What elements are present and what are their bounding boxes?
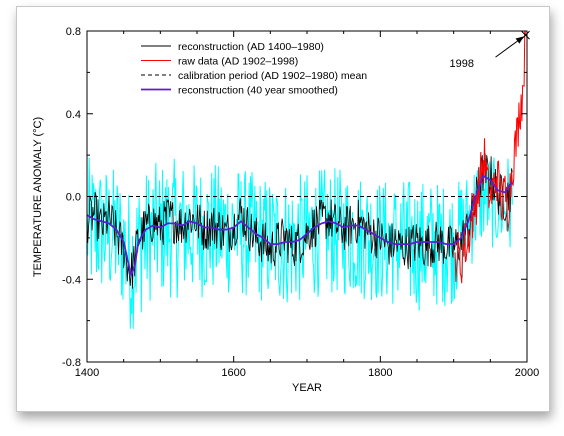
raw-data-layer	[454, 31, 526, 284]
reconstruction-layer	[87, 153, 513, 289]
uncertainty-band-layer	[87, 157, 513, 329]
axis-ticks: 1400 1600 1800 2000 -0.8 -0.4 0.0 0.4 0.8	[62, 26, 539, 379]
chart-window: 1400 1600 1800 2000 -0.8 -0.4 0.0 0.4 0.8 YEAR T…	[16, 6, 550, 412]
annotation-cross-mark	[521, 30, 530, 40]
y-axis-label: TEMPERATURE ANOMALY (°C)	[32, 117, 44, 277]
raw-data-series	[454, 31, 526, 284]
uncertainty-series	[87, 157, 513, 329]
y-tick-label: -0.8	[62, 357, 81, 369]
annotation-text: 1998	[450, 58, 474, 70]
y-tick-label: 0.0	[66, 192, 81, 204]
x-tick-label: 2000	[515, 367, 539, 379]
smoothed-series	[87, 174, 514, 277]
legend-label: calibration period (AD 1902–1980) mean	[178, 70, 367, 82]
x-tick-label: 1600	[221, 367, 245, 379]
y-tick-label: -0.4	[62, 274, 81, 286]
legend: reconstruction (AD 1400–1980) raw data (A…	[141, 41, 367, 97]
smoothed-layer	[87, 174, 514, 277]
temperature-chart: 1400 1600 1800 2000 -0.8 -0.4 0.0 0.4 0.8 YEAR T…	[32, 26, 539, 394]
x-tick-label: 1800	[368, 367, 392, 379]
legend-label: reconstruction (40 year smoothed)	[178, 85, 338, 97]
annotation-arrow	[495, 37, 522, 58]
x-axis-label: YEAR	[292, 382, 322, 394]
x-tick-label: 1400	[75, 367, 99, 379]
legend-label: raw data (AD 1902–1998)	[178, 56, 298, 68]
reconstruction-series	[87, 153, 513, 289]
y-tick-label: 0.4	[66, 109, 81, 121]
legend-label: reconstruction (AD 1400–1980)	[178, 41, 324, 53]
annotation-1998: 1998	[450, 30, 530, 70]
y-tick-label: 0.8	[66, 26, 81, 38]
